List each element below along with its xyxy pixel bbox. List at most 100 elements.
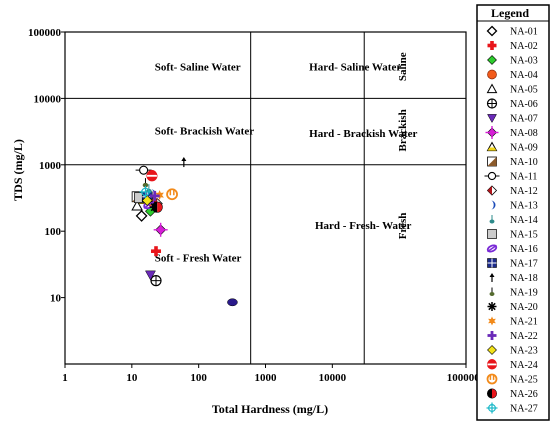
legend-item-label: NA-15 xyxy=(510,230,538,241)
marker-shape xyxy=(492,389,497,398)
data-point xyxy=(227,298,238,307)
region-labels: Soft- Saline Water Hard- Saline Water Soft… xyxy=(155,62,418,265)
marker-shape xyxy=(146,169,157,175)
legend-item-label: NA-12 xyxy=(510,186,538,197)
legend-item-label: NA-18 xyxy=(510,273,538,284)
x-tick-label: 10 xyxy=(126,372,138,384)
legend-item-label: NA-24 xyxy=(510,360,538,371)
legend-item-label: NA-23 xyxy=(510,346,538,357)
legend-item-label: NA-25 xyxy=(510,375,538,386)
marker-shape xyxy=(486,25,498,37)
legend-title: Legend xyxy=(491,6,529,20)
marker-shape xyxy=(153,190,157,201)
marker-shape xyxy=(489,291,495,297)
legend-item-label: NA-20 xyxy=(510,302,538,313)
x-axis-title: Total Hardness (mg/L) xyxy=(212,402,328,416)
marker-shape xyxy=(486,83,498,94)
data-point xyxy=(151,201,163,213)
legend-item-label: NA-03 xyxy=(510,56,538,67)
data-point xyxy=(149,190,160,201)
data-point xyxy=(142,178,149,188)
marker-stroke xyxy=(487,244,497,253)
legend-item: NA-22 xyxy=(487,331,538,342)
data-point xyxy=(135,165,152,175)
legend-item-label: NA-01 xyxy=(510,27,538,38)
legend-item-label: NA-06 xyxy=(510,99,538,110)
data-point xyxy=(151,246,162,257)
marker-shape xyxy=(146,175,157,181)
legend-item-label: NA-11 xyxy=(510,172,537,183)
legend-item-label: NA-09 xyxy=(510,143,538,154)
data-point xyxy=(139,185,152,198)
class-label: Brackish xyxy=(397,109,409,151)
legend-item: NA-18 xyxy=(489,273,538,284)
class-labels: Saline Brackish Fresh xyxy=(397,52,409,239)
marker-shape xyxy=(489,273,495,277)
marker-shape xyxy=(487,157,497,166)
marker-shape xyxy=(487,171,497,181)
legend-item: NA-08 xyxy=(485,126,538,139)
legend-item: NA-15 xyxy=(487,229,538,241)
marker-shape xyxy=(145,270,156,281)
legend-item: NA-23 xyxy=(487,345,538,357)
marker-shape xyxy=(488,316,496,326)
legend-item: NA-12 xyxy=(486,185,538,197)
region-label: Soft- Saline Water xyxy=(155,62,241,74)
data-point xyxy=(166,188,178,201)
legend-items: NA-01 NA-02 NA-03 NA-04 NA-05 NA-06 NA-07 NA-08… xyxy=(484,25,538,415)
legend-item: NA-10 xyxy=(487,156,538,168)
x-tick-label: 10000 xyxy=(319,372,347,384)
marker-shape xyxy=(487,147,497,151)
region-label: Hard - Fresh- Water xyxy=(315,220,412,232)
x-tick-label: 1 xyxy=(62,372,68,384)
marker-shape xyxy=(135,209,148,222)
legend-item: NA-02 xyxy=(487,41,538,52)
legend-item-label: NA-05 xyxy=(510,85,538,96)
y-tick-label: 100 xyxy=(45,226,62,238)
legend: Legend NA-01 NA-02 NA-03 NA-04 NA-05 NA-06 NA-… xyxy=(476,4,550,421)
legend-item: NA-14 xyxy=(489,215,538,226)
marker-shape xyxy=(157,202,163,213)
legend-item: NA-05 xyxy=(486,83,538,96)
marker-shape xyxy=(227,298,238,307)
data-point xyxy=(131,199,143,211)
marker-shape xyxy=(166,188,178,201)
marker-shape xyxy=(152,202,158,213)
marker-shape xyxy=(141,195,153,206)
marker-stroke xyxy=(143,200,155,209)
marker-shape xyxy=(489,219,495,224)
legend-item-label: NA-02 xyxy=(510,41,538,52)
marker-shape xyxy=(154,246,158,257)
class-dividers xyxy=(65,32,466,364)
legend-item: NA-19 xyxy=(489,287,538,299)
data-point xyxy=(150,275,162,287)
legend-item-label: NA-10 xyxy=(510,157,538,168)
region-label: Hard - Brackish Water xyxy=(309,128,417,140)
data-point xyxy=(135,209,148,222)
legend-box xyxy=(476,4,550,421)
marker-shape xyxy=(142,182,149,188)
marker-shape xyxy=(487,186,492,195)
marker-shape xyxy=(487,345,497,355)
legend-item: NA-03 xyxy=(487,55,538,67)
legend-item-label: NA-27 xyxy=(510,404,538,415)
legend-item-label: NA-04 xyxy=(510,70,538,81)
y-tick-label: 1000 xyxy=(39,160,62,172)
data-point xyxy=(153,222,168,237)
legend-item: NA-24 xyxy=(487,359,538,371)
legend-item-label: NA-16 xyxy=(510,244,538,255)
region-label: Soft - Fresh Water xyxy=(155,253,242,265)
legend-item: NA-11 xyxy=(484,171,537,183)
marker-shape xyxy=(486,373,498,385)
legend-item-label: NA-17 xyxy=(510,259,538,270)
legend-item: NA-06 xyxy=(486,98,538,110)
data-point xyxy=(181,157,187,168)
data-point xyxy=(146,169,158,182)
data-points xyxy=(131,157,238,307)
legend-item-label: NA-19 xyxy=(510,288,538,299)
legend-item-label: NA-21 xyxy=(510,317,538,328)
data-point xyxy=(141,195,153,206)
legend-item: NA-16 xyxy=(486,244,538,255)
legend-item: NA-20 xyxy=(487,302,538,313)
